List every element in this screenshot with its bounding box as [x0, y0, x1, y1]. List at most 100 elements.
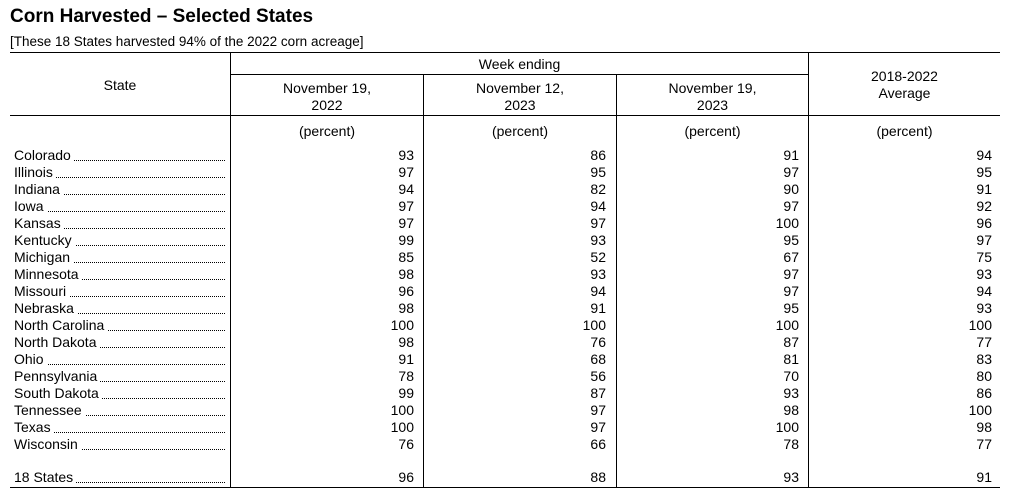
- value-cell: 93: [976, 266, 992, 282]
- value-cell: 93: [590, 232, 606, 248]
- value-cell: 86: [590, 147, 606, 163]
- value-cell: 90: [783, 181, 799, 197]
- state-cell: Iowa: [14, 198, 225, 215]
- value-cell: 98: [398, 334, 414, 350]
- table-subtitle: [These 18 States harvested 94% of the 20…: [10, 34, 364, 49]
- value-cell: 81: [783, 351, 799, 367]
- state-name: North Dakota: [14, 334, 100, 350]
- state-cell: Wisconsin: [14, 436, 225, 453]
- value-cell: 100: [775, 317, 799, 333]
- value-cell: 100: [775, 419, 799, 435]
- value-cell: 100: [968, 317, 992, 333]
- state-name: Nebraska: [14, 300, 77, 316]
- value-cell: 68: [590, 351, 606, 367]
- state-cell: Pennsylvania: [14, 368, 225, 385]
- table-row: Minnesota 98 93 97 93: [0, 266, 1014, 283]
- state-name: Michigan: [14, 249, 74, 265]
- value-cell: 94: [590, 283, 606, 299]
- value-cell: 92: [976, 198, 992, 214]
- value-cell: 96: [398, 283, 414, 299]
- state-name: South Dakota: [14, 385, 102, 401]
- col-header-line: 2023: [504, 97, 536, 113]
- value-cell: 98: [398, 266, 414, 282]
- value-cell: 83: [976, 351, 992, 367]
- state-cell: Kentucky: [14, 232, 225, 249]
- total-value-cell: 88: [590, 469, 606, 485]
- state-name: Iowa: [14, 198, 47, 214]
- value-cell: 95: [976, 164, 992, 180]
- col-header-nov12-2023: November 12, 2023: [424, 80, 616, 114]
- col-header-line: Average: [878, 85, 931, 101]
- table-row: Missouri 96 94 97 94: [0, 283, 1014, 300]
- value-cell: 77: [976, 334, 992, 350]
- value-cell: 93: [783, 385, 799, 401]
- value-cell: 56: [590, 368, 606, 384]
- value-cell: 97: [783, 283, 799, 299]
- value-cell: 98: [783, 402, 799, 418]
- unit-label: (percent): [876, 123, 933, 139]
- value-cell: 85: [398, 249, 414, 265]
- table-row: South Dakota 99 87 93 86: [0, 385, 1014, 402]
- state-cell: 18 States: [14, 469, 225, 486]
- state-cell: Ohio: [14, 351, 225, 368]
- value-cell: 67: [783, 249, 799, 265]
- state-name: Wisconsin: [14, 436, 81, 452]
- value-cell: 95: [783, 232, 799, 248]
- state-column-header: State: [103, 77, 137, 93]
- value-cell: 99: [398, 385, 414, 401]
- state-cell: Illinois: [14, 164, 225, 181]
- value-cell: 98: [398, 300, 414, 316]
- state-cell: North Dakota: [14, 334, 225, 351]
- value-cell: 95: [783, 300, 799, 316]
- value-cell: 98: [976, 419, 992, 435]
- state-cell: Indiana: [14, 181, 225, 198]
- value-cell: 87: [783, 334, 799, 350]
- state-name: Colorado: [14, 147, 74, 163]
- unit-label: (percent): [298, 123, 356, 139]
- week-ending-rule: [231, 74, 808, 75]
- state-name: Illinois: [14, 164, 56, 180]
- state-name: Texas: [14, 419, 54, 435]
- column-divider: [616, 74, 617, 488]
- table-row: Nebraska 98 91 95 93: [0, 300, 1014, 317]
- column-divider: [423, 74, 424, 488]
- value-cell: 70: [783, 368, 799, 384]
- state-cell: Colorado: [14, 147, 225, 164]
- table-row: Ohio 91 68 81 83: [0, 351, 1014, 368]
- table-row: Wisconsin 76 66 78 77: [0, 436, 1014, 453]
- table-row: North Dakota 98 76 87 77: [0, 334, 1014, 351]
- table-title: Corn Harvested – Selected States: [10, 6, 314, 27]
- week-ending-header: Week ending: [478, 56, 561, 72]
- state-name: Kansas: [14, 215, 64, 231]
- col-header-line: 2023: [696, 97, 729, 113]
- table-row: Iowa 97 94 97 92: [0, 198, 1014, 215]
- table-bottom-rule: [10, 487, 1000, 488]
- table-row: Texas 100 97 100 98: [0, 419, 1014, 436]
- table-row: Illinois 97 95 97 95: [0, 164, 1014, 181]
- value-cell: 97: [590, 402, 606, 418]
- column-divider: [808, 52, 809, 488]
- header-top-rule: [10, 52, 1000, 53]
- state-name: North Carolina: [14, 317, 108, 333]
- value-cell: 97: [783, 164, 799, 180]
- value-cell: 91: [398, 351, 414, 367]
- state-name: Tennessee: [14, 402, 85, 418]
- value-cell: 93: [590, 266, 606, 282]
- value-cell: 80: [976, 368, 992, 384]
- state-name: Pennsylvania: [14, 368, 101, 384]
- value-cell: 96: [976, 215, 992, 231]
- value-cell: 93: [976, 300, 992, 316]
- value-cell: 76: [590, 334, 606, 350]
- value-cell: 97: [398, 198, 414, 214]
- col-header-line: November 12,: [476, 80, 564, 96]
- table-row: Tennessee 100 97 98 100: [0, 402, 1014, 419]
- value-cell: 97: [783, 266, 799, 282]
- total-value-cell: 96: [398, 469, 414, 485]
- value-cell: 97: [398, 215, 414, 231]
- value-cell: 52: [590, 249, 606, 265]
- col-header-line: November 19,: [283, 80, 371, 96]
- value-cell: 82: [590, 181, 606, 197]
- value-cell: 97: [783, 198, 799, 214]
- state-cell: Nebraska: [14, 300, 225, 317]
- value-cell: 91: [783, 147, 799, 163]
